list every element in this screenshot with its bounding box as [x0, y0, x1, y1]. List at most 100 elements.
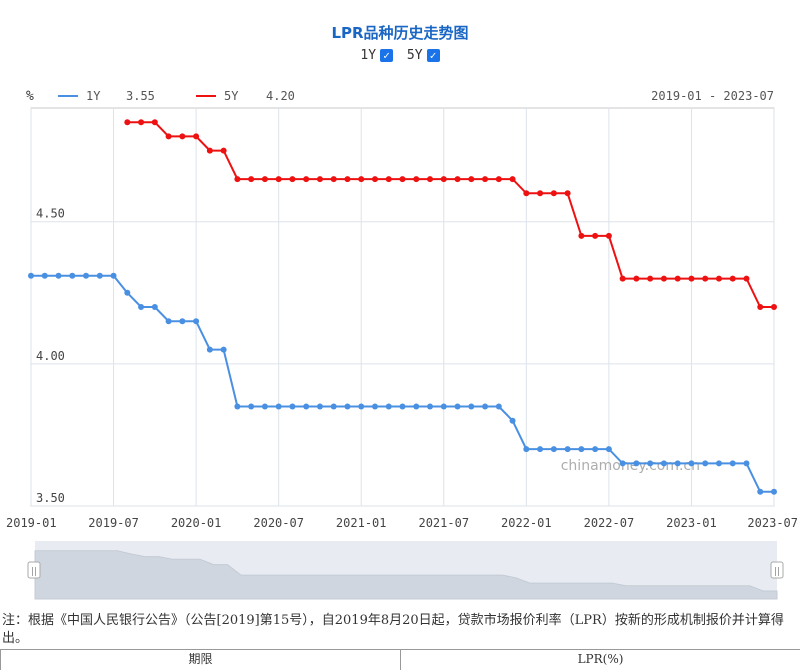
- data-point[interactable]: [330, 176, 337, 183]
- data-point[interactable]: [674, 460, 681, 467]
- data-point[interactable]: [358, 403, 365, 410]
- data-point[interactable]: [179, 133, 186, 140]
- data-point[interactable]: [715, 275, 722, 282]
- legend-1y[interactable]: 1Y 3.55: [58, 89, 155, 103]
- data-point[interactable]: [358, 176, 365, 183]
- data-point[interactable]: [743, 460, 750, 467]
- data-point[interactable]: [729, 275, 736, 282]
- data-point[interactable]: [165, 318, 172, 325]
- data-point[interactable]: [688, 460, 695, 467]
- data-point[interactable]: [509, 176, 516, 183]
- data-point[interactable]: [578, 232, 585, 239]
- data-point[interactable]: [151, 119, 158, 126]
- checkbox-1y-checked-icon[interactable]: ✓: [380, 49, 394, 62]
- data-point[interactable]: [771, 304, 777, 310]
- data-point[interactable]: [220, 346, 227, 353]
- data-point[interactable]: [124, 289, 131, 296]
- data-point[interactable]: [468, 403, 475, 410]
- data-point[interactable]: [193, 133, 200, 140]
- data-point[interactable]: [248, 176, 255, 183]
- data-point[interactable]: [592, 446, 599, 453]
- data-point[interactable]: [564, 190, 571, 197]
- data-point[interactable]: [151, 304, 158, 310]
- data-point[interactable]: [248, 403, 255, 410]
- data-point[interactable]: [275, 403, 282, 410]
- data-point[interactable]: [124, 119, 131, 126]
- data-point[interactable]: [619, 275, 626, 282]
- navigator-left-handle[interactable]: [27, 561, 41, 579]
- data-point[interactable]: [234, 403, 241, 410]
- data-point[interactable]: [509, 417, 516, 424]
- data-point[interactable]: [771, 488, 777, 495]
- data-point[interactable]: [674, 275, 681, 282]
- data-point[interactable]: [399, 403, 406, 410]
- data-point[interactable]: [564, 446, 571, 453]
- data-point[interactable]: [454, 176, 461, 183]
- data-point[interactable]: [605, 446, 612, 453]
- data-point[interactable]: [234, 176, 241, 183]
- data-point[interactable]: [69, 272, 76, 279]
- data-point[interactable]: [55, 272, 62, 279]
- data-point[interactable]: [550, 190, 557, 197]
- toggle-1y[interactable]: 1Y ✓: [360, 48, 394, 63]
- data-point[interactable]: [385, 176, 392, 183]
- data-point[interactable]: [193, 318, 200, 325]
- data-point[interactable]: [743, 275, 750, 282]
- data-point[interactable]: [757, 304, 764, 310]
- data-point[interactable]: [729, 460, 736, 467]
- data-point[interactable]: [523, 190, 530, 197]
- data-point[interactable]: [660, 275, 667, 282]
- data-point[interactable]: [482, 403, 489, 410]
- data-point[interactable]: [413, 176, 420, 183]
- data-point[interactable]: [495, 403, 502, 410]
- data-point[interactable]: [316, 176, 323, 183]
- data-point[interactable]: [523, 446, 530, 453]
- data-point[interactable]: [371, 176, 378, 183]
- data-point[interactable]: [371, 403, 378, 410]
- data-point[interactable]: [702, 275, 709, 282]
- data-point[interactable]: [330, 403, 337, 410]
- data-point[interactable]: [468, 176, 475, 183]
- data-point[interactable]: [605, 232, 612, 239]
- data-point[interactable]: [578, 446, 585, 453]
- data-point[interactable]: [289, 403, 296, 410]
- data-point[interactable]: [647, 275, 654, 282]
- legend-5y[interactable]: 5Y 4.20: [196, 89, 295, 103]
- data-point[interactable]: [647, 460, 654, 467]
- data-point[interactable]: [28, 272, 34, 279]
- data-point[interactable]: [261, 403, 268, 410]
- data-point[interactable]: [633, 460, 640, 467]
- data-point[interactable]: [440, 403, 447, 410]
- data-point[interactable]: [385, 403, 392, 410]
- data-point[interactable]: [550, 446, 557, 453]
- data-point[interactable]: [96, 272, 103, 279]
- data-point[interactable]: [413, 403, 420, 410]
- data-point[interactable]: [454, 403, 461, 410]
- data-point[interactable]: [440, 176, 447, 183]
- data-point[interactable]: [495, 176, 502, 183]
- data-point[interactable]: [220, 147, 227, 154]
- data-point[interactable]: [206, 346, 213, 353]
- data-point[interactable]: [688, 275, 695, 282]
- data-point[interactable]: [316, 403, 323, 410]
- data-point[interactable]: [83, 272, 90, 279]
- data-point[interactable]: [138, 304, 145, 310]
- data-point[interactable]: [427, 176, 434, 183]
- data-point[interactable]: [757, 488, 764, 495]
- data-point[interactable]: [344, 403, 351, 410]
- data-point[interactable]: [482, 176, 489, 183]
- data-point[interactable]: [427, 403, 434, 410]
- data-point[interactable]: [633, 275, 640, 282]
- data-point[interactable]: [537, 446, 544, 453]
- data-point[interactable]: [702, 460, 709, 467]
- data-point[interactable]: [592, 232, 599, 239]
- checkbox-5y-checked-icon[interactable]: ✓: [426, 49, 440, 62]
- data-point[interactable]: [138, 119, 145, 126]
- data-point[interactable]: [537, 190, 544, 197]
- data-point[interactable]: [303, 403, 310, 410]
- data-point[interactable]: [399, 176, 406, 183]
- data-point[interactable]: [179, 318, 186, 325]
- data-point[interactable]: [275, 176, 282, 183]
- data-point[interactable]: [206, 147, 213, 154]
- data-point[interactable]: [344, 176, 351, 183]
